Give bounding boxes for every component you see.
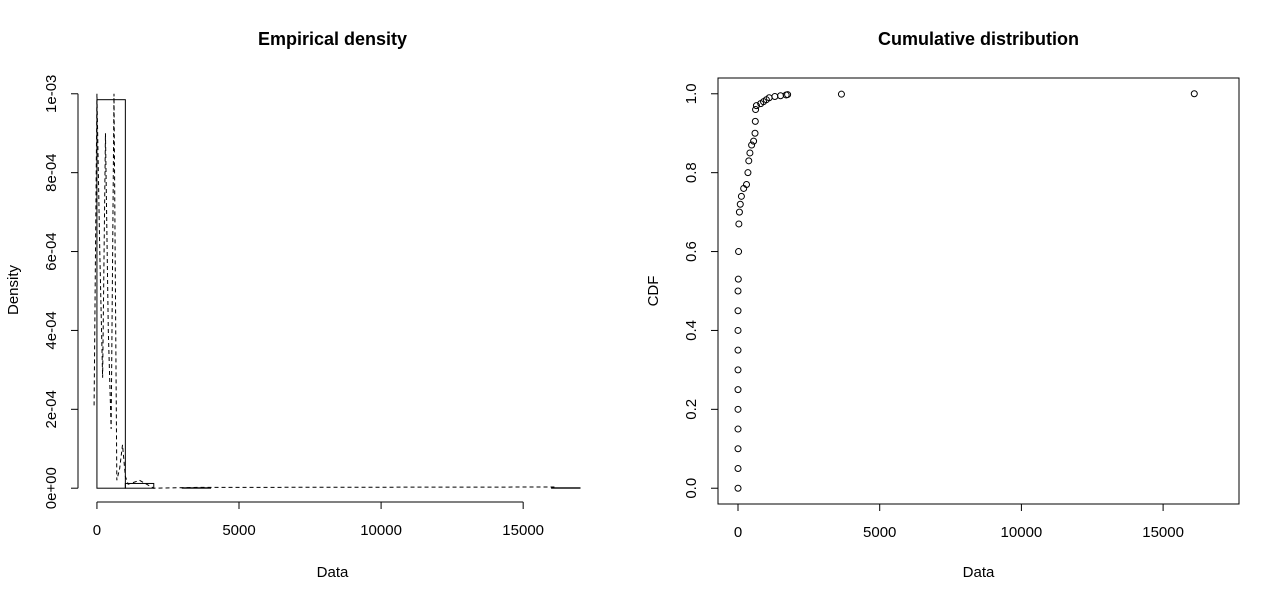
ecdf-point — [735, 248, 743, 256]
chart-title: Empirical density — [258, 29, 407, 49]
ecdf-point — [734, 484, 742, 492]
y-tick-label: 0e+00 — [43, 467, 60, 509]
x-tick-label: 15000 — [502, 522, 544, 539]
ecdf-point — [771, 93, 779, 101]
chart-title: Cumulative distribution — [878, 29, 1079, 49]
x-tick-label: 5000 — [863, 524, 896, 541]
ecdf-point — [745, 157, 753, 165]
y-tick-label: 0.6 — [683, 241, 700, 262]
x-tick-label: 5000 — [222, 522, 255, 539]
ecdf-point — [734, 307, 742, 315]
y-tick-label: 0.0 — [683, 478, 700, 499]
x-tick-label: 15000 — [1142, 524, 1184, 541]
histogram-bar — [124, 482, 155, 489]
ecdf-point — [734, 405, 742, 413]
y-axis-label: CDF — [645, 276, 662, 307]
y-tick-label: 8e-04 — [43, 153, 60, 191]
ecdf-point — [746, 149, 754, 157]
ecdf-point — [743, 181, 751, 188]
ecdf-point — [734, 386, 742, 394]
ecdf-point — [734, 287, 742, 295]
x-tick-label: 0 — [93, 522, 101, 539]
ecdf-point — [734, 425, 742, 433]
density-group — [93, 93, 555, 489]
ecdf-point — [734, 346, 742, 354]
ecdf-point — [752, 102, 760, 110]
y-tick-label: 4e-04 — [43, 311, 60, 349]
ecdf-point — [784, 91, 792, 99]
histogram-bar — [96, 99, 126, 489]
ecdf-point — [734, 326, 742, 334]
ecdf-point — [734, 465, 742, 472]
ecdf-point — [1190, 90, 1198, 98]
y-tick-label: 1.0 — [683, 83, 700, 104]
x-tick-label: 0 — [734, 524, 742, 541]
ecdf-point — [744, 169, 752, 177]
y-tick-label: 0.8 — [683, 162, 700, 183]
ecdf-point — [748, 141, 756, 149]
y-tick-label: 2e-04 — [43, 390, 60, 428]
y-tick-label: 0.4 — [683, 320, 700, 341]
ecdf-point — [751, 117, 759, 125]
ecdf-point — [734, 445, 742, 453]
ecdf-point — [750, 137, 758, 145]
density-line — [93, 93, 555, 489]
x-axis-label: Data — [317, 564, 349, 581]
ecdf-point — [735, 208, 743, 216]
plot-frame — [717, 77, 1240, 505]
x-tick-label: 10000 — [1001, 524, 1043, 541]
ecdf-point — [734, 366, 742, 374]
ecdf-point — [734, 275, 742, 283]
ecdf-point — [737, 192, 745, 200]
y-axis-label: Density — [5, 264, 22, 315]
y-tick-label: 1e-03 — [43, 75, 60, 113]
ecdf-point — [752, 106, 760, 114]
ecdf-point — [736, 200, 744, 208]
y-tick-label: 6e-04 — [43, 232, 60, 270]
x-axis-label: Data — [963, 564, 995, 581]
ecdf-point — [777, 92, 785, 100]
ecdf-point — [837, 90, 845, 98]
ecdf-point — [735, 220, 743, 228]
y-tick-label: 0.2 — [683, 399, 700, 420]
x-tick-label: 10000 — [360, 522, 402, 539]
ecdf-point — [751, 129, 759, 137]
